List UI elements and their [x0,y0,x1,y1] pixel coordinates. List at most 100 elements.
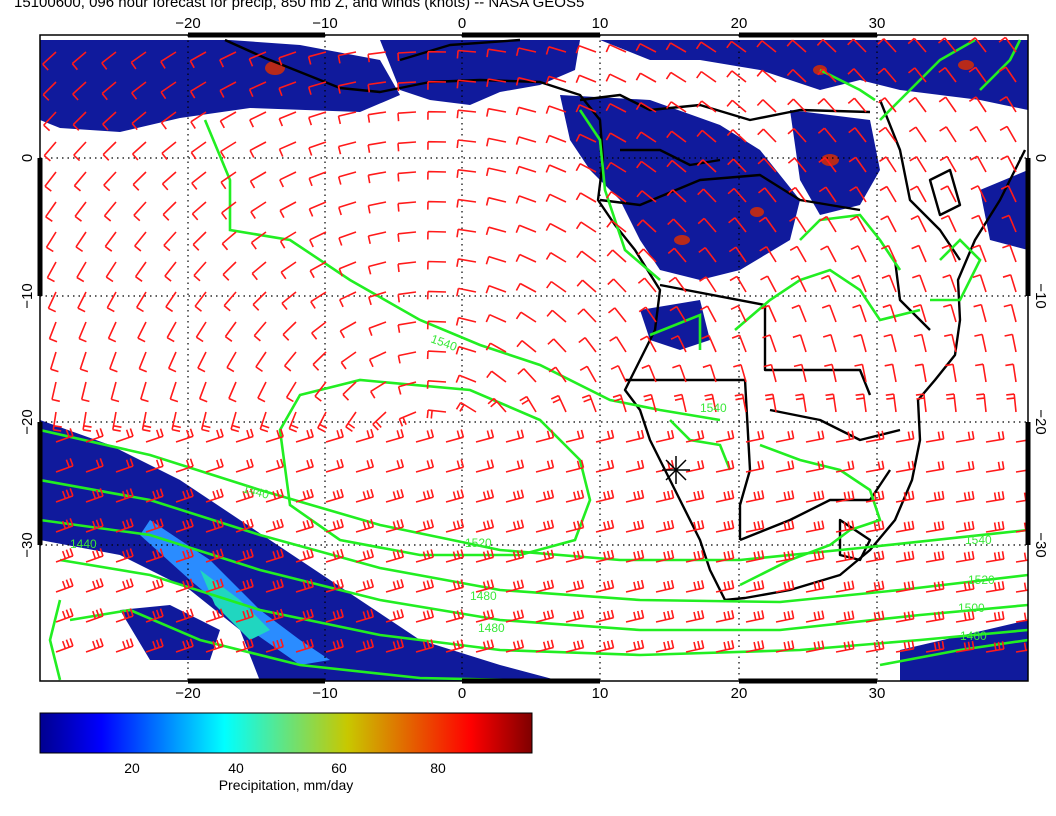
wind-barb [76,261,87,283]
wind-barb [565,429,585,443]
wind-barb [835,550,855,563]
wind-barb [46,261,57,283]
wind-barb [80,381,90,403]
wind-barb [367,111,387,123]
wind-barb [415,519,435,533]
wind-barb [385,429,405,443]
wind-barb [49,351,59,373]
wind-barb [43,111,57,132]
wind-barb [912,274,927,293]
wind-barb [85,548,104,563]
wind-barb [295,428,314,443]
wind-barb [1015,641,1028,653]
wind-barb [515,76,537,86]
lon-tick-label: 10 [592,685,609,702]
wind-barb [160,51,177,69]
wind-barb [456,49,477,59]
wind-barb [505,609,525,623]
wind-barb [730,305,747,323]
wind-barb [278,111,297,127]
wind-barb [968,66,987,83]
wind-barb [715,550,735,563]
wind-barb [816,39,837,53]
wind-barb [667,247,687,263]
wind-barb [309,261,327,279]
wind-barb [757,157,777,173]
wind-barb [345,411,357,433]
wind-barb [161,141,177,161]
wind-barb [775,580,795,593]
wind-barb [865,490,885,503]
wind-barb [175,578,194,593]
wind-barb [775,610,795,623]
lon-tick-label: −10 [312,685,337,702]
wind-barb [397,81,417,92]
wind-barb [579,365,597,383]
lat-tick-label: 0 [1032,154,1049,162]
wind-barb [968,37,987,53]
wind-barb [205,458,224,473]
wind-barb [486,370,507,383]
wind-barb [877,67,897,83]
wind-barb [486,137,507,147]
wind-barb [635,131,657,143]
wind-barb [505,579,525,593]
wind-barb [637,277,657,293]
colorbar-tick-label: 60 [331,760,347,776]
wind-barb [606,249,627,263]
wind-barb [515,106,537,116]
wind-barb [985,641,1005,653]
wind-barb [115,608,134,623]
wind-barb [485,313,507,323]
wind-barb [248,81,267,98]
wind-barb [235,608,254,623]
wind-barb [279,171,297,188]
wind-barb [775,520,795,533]
wind-barb [575,162,597,173]
wind-barb [756,99,777,113]
wind-barb [445,579,465,593]
wind-barb [985,461,1005,473]
wind-barb [192,231,207,251]
wind-barb [895,580,915,593]
wind-barb [791,304,807,323]
wind-barb [103,201,117,222]
wind-barb [445,519,465,533]
wind-barb [193,261,207,282]
wind-barb [635,42,657,53]
wind-barb [762,334,777,353]
wind-barb [55,458,74,473]
wind-barb [515,165,537,175]
wind-barb [727,158,747,173]
wind-barb [925,610,945,623]
wind-barb [515,136,537,145]
wind-barb [972,274,987,293]
wind-barb [701,334,717,353]
wind-barb [821,304,837,323]
wind-barb [973,303,987,323]
wind-barb [72,81,87,101]
wind-barb [235,428,254,443]
wind-barb [547,338,567,353]
wind-barb [761,304,777,323]
wind-barb [817,68,837,83]
wind-barb [162,201,177,221]
wind-barb [850,245,867,263]
wind-barb [685,640,705,653]
wind-barb [985,581,1005,593]
wind-barb [295,518,314,533]
wind-barb [130,51,147,70]
wind-barb [578,336,597,353]
contour-label: 1460 [960,629,987,643]
wind-barb [939,126,957,143]
wind-barb [85,458,104,473]
wind-barb [789,245,807,263]
wind-barb [415,639,435,653]
wind-barb [131,111,147,131]
wind-barb [340,351,357,370]
wind-barb [249,141,267,158]
wind-barb [666,130,687,143]
wind-barb [55,578,74,593]
wind-barb [161,171,177,191]
wind-barb [607,278,627,293]
